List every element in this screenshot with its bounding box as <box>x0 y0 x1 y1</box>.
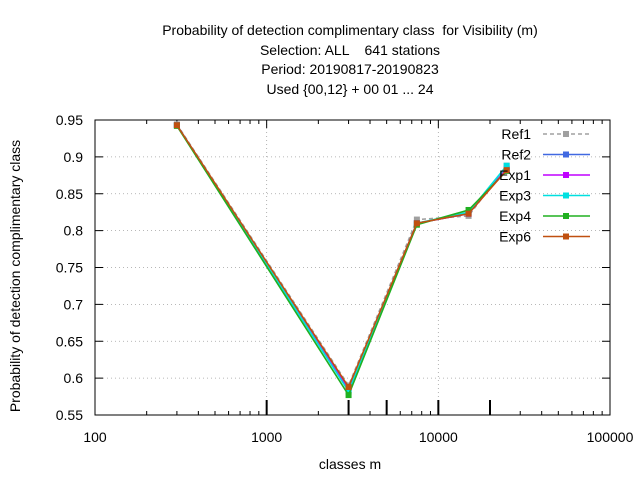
data-point <box>413 216 420 223</box>
data-point <box>345 383 352 390</box>
y-tick-label: 0.75 <box>56 260 83 276</box>
legend-label-exp3: Exp3 <box>499 188 531 204</box>
legend-swatch-marker <box>563 172 569 178</box>
legend-label-exp4: Exp4 <box>499 208 531 224</box>
x-tick-label: 100000 <box>587 429 634 445</box>
chart-title-line-3: Period: 20190817-20190823 <box>261 61 439 77</box>
x-tick-label: 1000 <box>251 429 282 445</box>
legend-swatch-marker <box>563 151 569 158</box>
legend-label-exp1: Exp1 <box>499 167 531 183</box>
data-point <box>345 392 352 399</box>
series-exp1 <box>173 122 510 393</box>
data-point <box>465 210 472 217</box>
series-line <box>176 124 508 394</box>
chart-title: Probability of detection complimentary c… <box>40 21 640 99</box>
data-point <box>465 206 472 213</box>
series-group <box>173 121 510 399</box>
legend-label-ref2: Ref2 <box>501 147 531 163</box>
data-point <box>413 220 420 227</box>
y-tick-label: 0.55 <box>56 407 83 423</box>
legend: Ref1 Ref2 Exp1 Exp3 Exp4 Exp6 <box>499 126 590 245</box>
legend-swatch-marker <box>563 213 569 219</box>
legend-swatch-marker <box>563 233 569 240</box>
legend-label-ref1: Ref1 <box>501 126 531 142</box>
y-tick-label: 0.7 <box>64 296 84 312</box>
legend-label-exp6: Exp6 <box>499 229 531 245</box>
chart-title-line-4: Used {00,12} + 00 01 ... 24 <box>266 80 434 97</box>
series-line <box>176 125 508 397</box>
x-tick-label: 100 <box>83 429 107 445</box>
y-tick-label: 0.8 <box>64 223 84 239</box>
series-exp6 <box>173 122 510 390</box>
data-point <box>503 167 510 174</box>
legend-swatch-marker <box>563 131 569 137</box>
y-tick-label: 0.95 <box>56 112 83 128</box>
series-line <box>176 124 508 389</box>
y-tick-label: 0.6 <box>64 370 84 386</box>
x-tick-label: 10000 <box>419 429 458 445</box>
chart-title-line-1: Probability of detection complimentary c… <box>162 22 538 38</box>
data-point <box>503 162 510 169</box>
series-line <box>176 124 508 392</box>
class-markers <box>265 400 492 415</box>
data-point <box>173 122 180 129</box>
data-point <box>345 388 352 395</box>
legend-swatch-marker <box>563 192 569 199</box>
series-ref2 <box>173 122 510 393</box>
x-axis-label: classes m <box>318 456 382 472</box>
series-exp4 <box>173 122 510 399</box>
axis-ticks: 0.55 0.6 0.65 0.7 0.75 0.8 0.85 0.9 0.95 100 1000 1… <box>56 112 634 445</box>
chart-title-line-2: Selection: ALL 641 stations <box>259 41 441 58</box>
grid-lines <box>95 120 610 415</box>
y-tick-label: 0.9 <box>64 149 84 165</box>
plot-frame <box>94 119 611 416</box>
series-line <box>176 124 508 391</box>
y-tick-label: 0.85 <box>56 186 83 202</box>
series-line <box>176 123 508 388</box>
series-ref1 <box>173 121 510 389</box>
y-tick-label: 0.65 <box>56 333 83 349</box>
series-exp3 <box>173 122 510 395</box>
